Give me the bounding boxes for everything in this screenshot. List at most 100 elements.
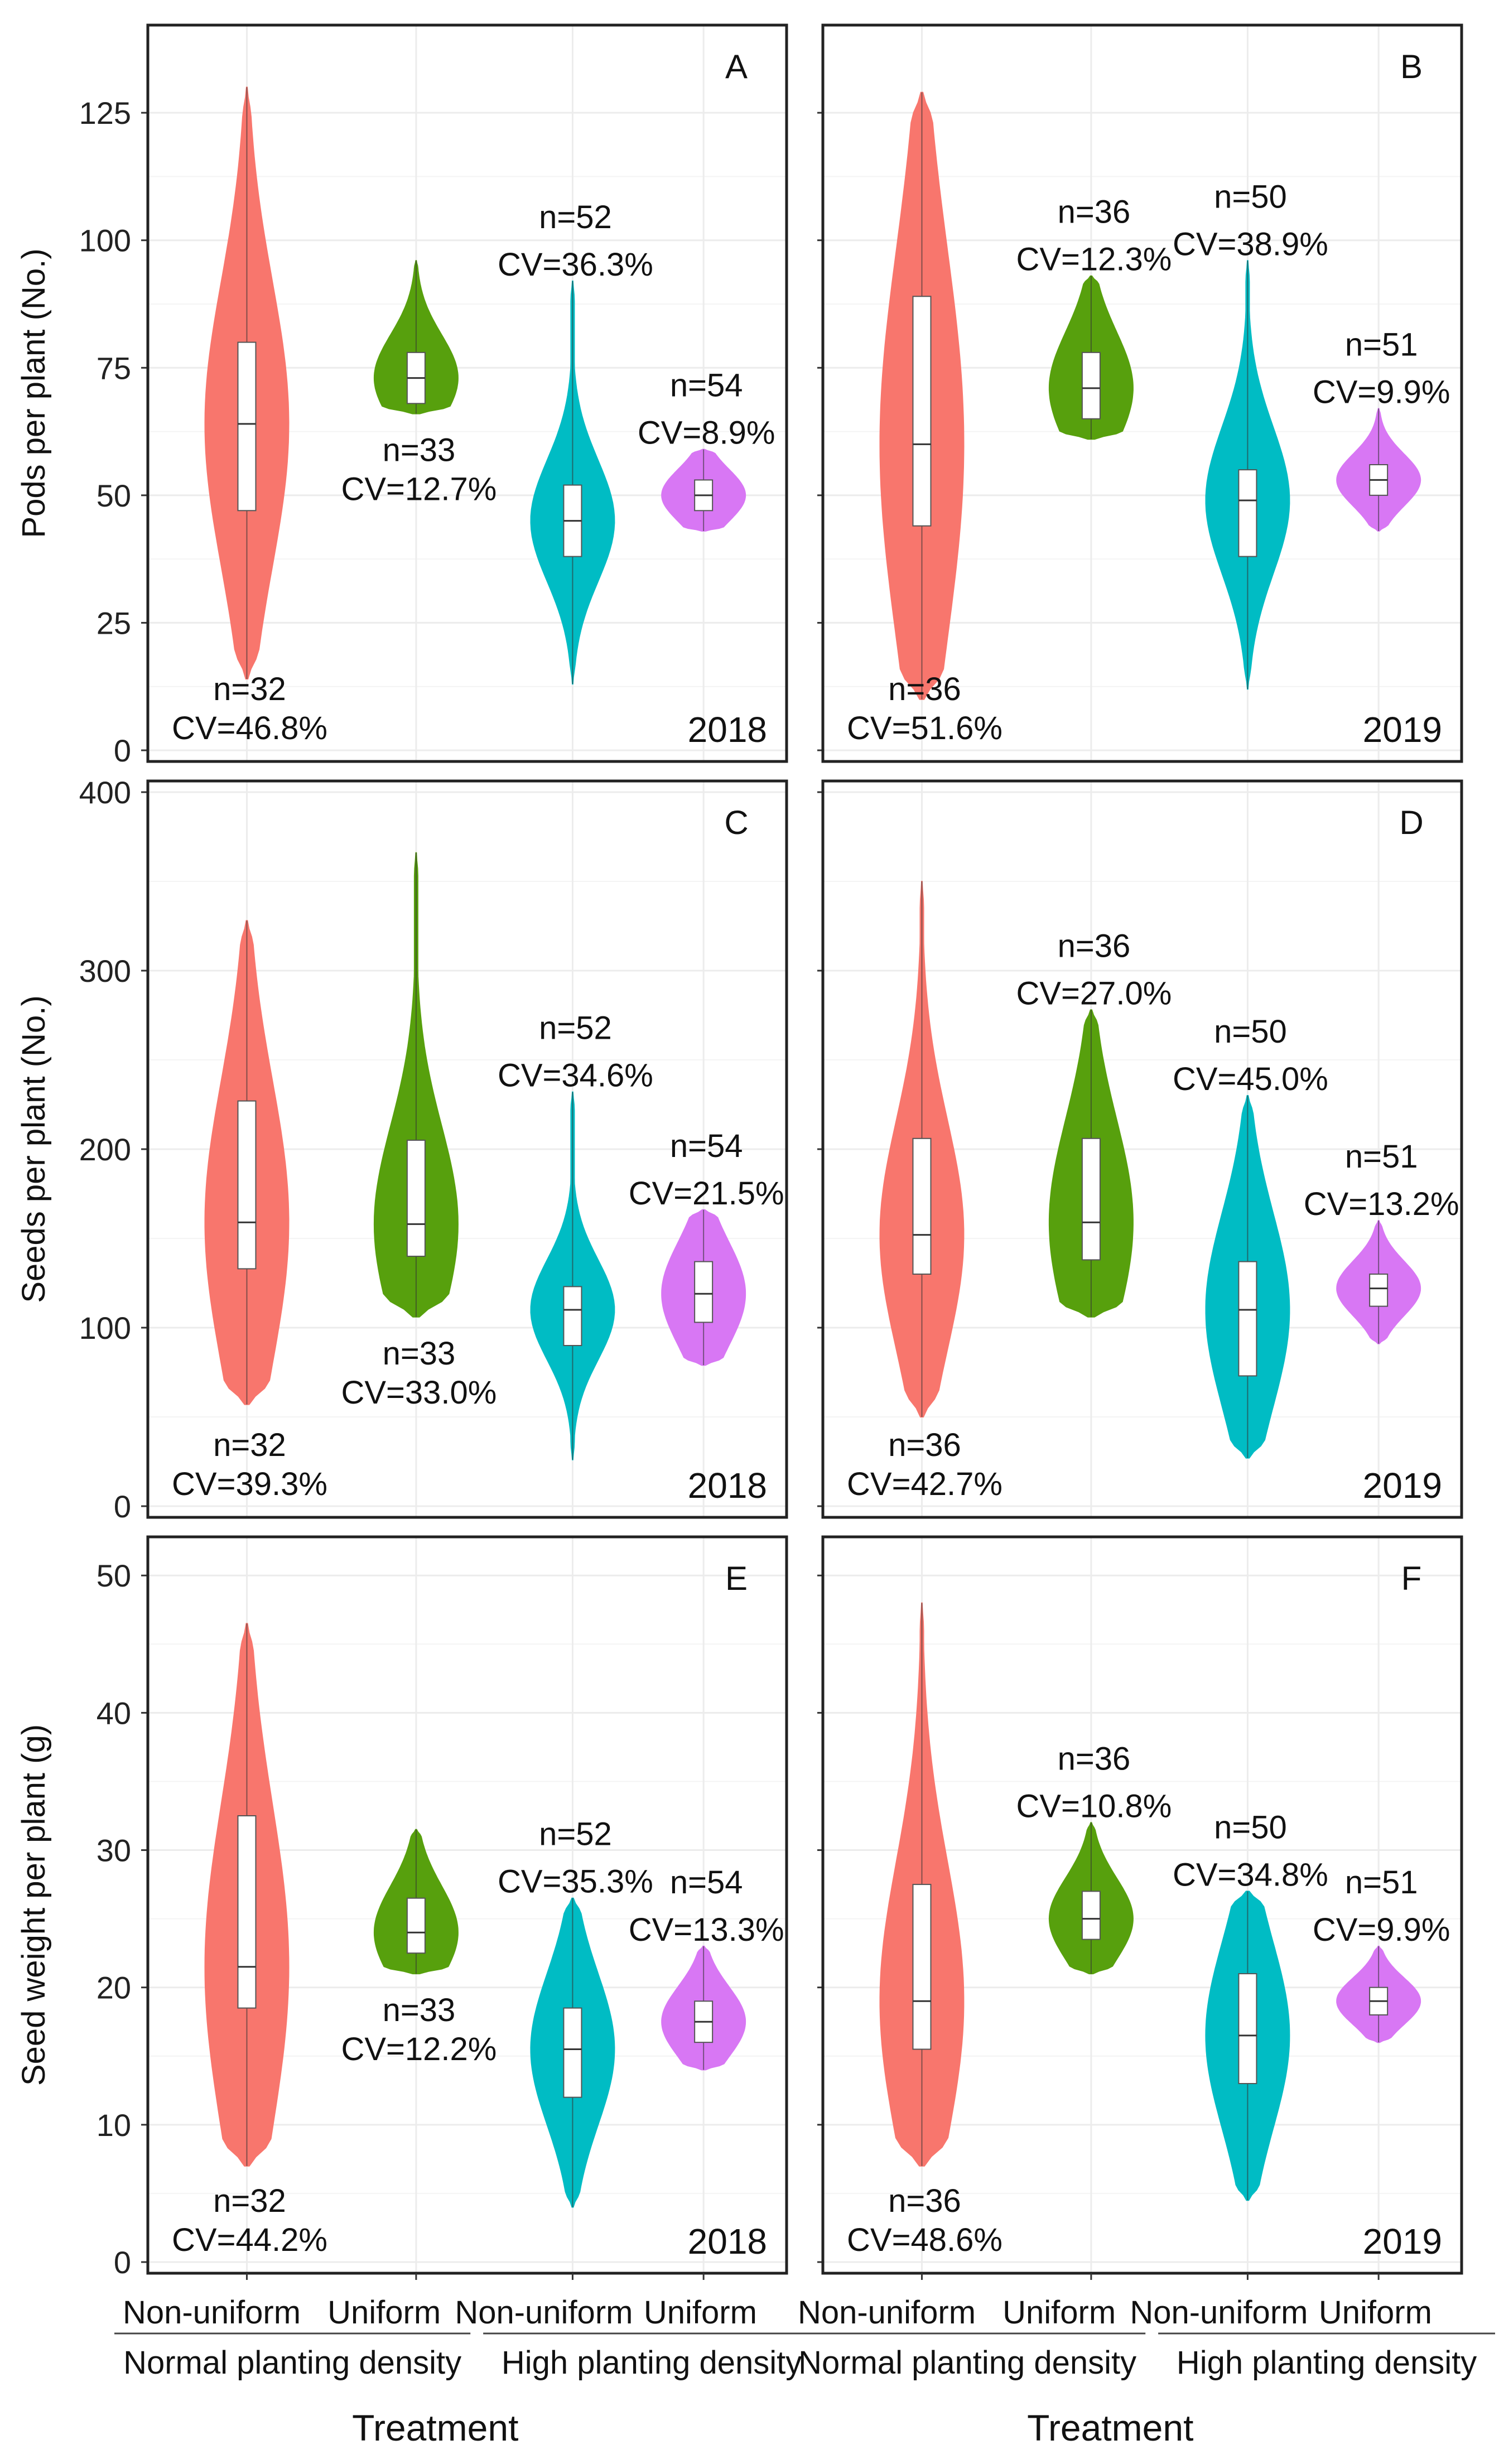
annotation-cv: CV=39.3% bbox=[172, 1466, 327, 1502]
x-category-label: Non-uniform bbox=[455, 2294, 633, 2331]
y-tick-label: 0 bbox=[114, 1489, 131, 1524]
box-C-3 bbox=[563, 1286, 582, 1346]
annotation-n: n=52 bbox=[539, 199, 612, 235]
annotation-cv: CV=13.3% bbox=[629, 1912, 784, 1948]
panel-year: 2018 bbox=[688, 1465, 767, 1506]
box-B-3 bbox=[1238, 469, 1257, 557]
x-axis-title: Treatment bbox=[1027, 2407, 1193, 2448]
y-axis-title: Seed weight per plant (g) bbox=[16, 1724, 52, 2086]
y-tick-label: 300 bbox=[79, 953, 131, 989]
annotation-n: n=36 bbox=[1058, 1740, 1131, 1777]
panel-letter: D bbox=[1399, 804, 1423, 841]
box-D-4 bbox=[1369, 1274, 1389, 1307]
box-D-3 bbox=[1238, 1261, 1257, 1377]
panel-year: 2019 bbox=[1363, 1465, 1442, 1506]
box-F-3 bbox=[1238, 1973, 1257, 2084]
x-axis-title: Treatment bbox=[352, 2407, 518, 2448]
y-tick-label: 100 bbox=[79, 223, 131, 258]
panel-year: 2019 bbox=[1363, 710, 1442, 750]
y-tick-label: 75 bbox=[97, 350, 131, 385]
x-category-label: Uniform bbox=[1002, 2294, 1116, 2331]
annotation-cv: CV=34.6% bbox=[498, 1058, 653, 1094]
y-tick-label: 50 bbox=[97, 478, 131, 513]
y-tick-label: 400 bbox=[79, 775, 131, 810]
annotation-n: n=51 bbox=[1345, 326, 1418, 363]
annotation-n: n=36 bbox=[888, 2183, 961, 2219]
annotation-cv: CV=8.9% bbox=[638, 415, 775, 451]
y-axis-title: Seeds per plant (No.) bbox=[16, 995, 52, 1303]
annotation-cv: CV=12.3% bbox=[1016, 242, 1172, 278]
annotation-n: n=33 bbox=[383, 432, 456, 469]
box-C-1 bbox=[237, 1100, 257, 1270]
y-tick-label: 40 bbox=[97, 1695, 131, 1730]
y-axis-title: Pods per plant (No.) bbox=[16, 248, 52, 538]
annotation-n: n=36 bbox=[1058, 194, 1131, 230]
panel-E-frame bbox=[146, 1535, 788, 2275]
y-tick-label: 200 bbox=[79, 1132, 131, 1167]
box-E-2 bbox=[406, 1897, 426, 1954]
annotation-n: n=32 bbox=[213, 2183, 286, 2219]
panel-letter: C bbox=[724, 804, 748, 841]
x-category-label: Non-uniform bbox=[798, 2294, 976, 2331]
annotation-n: n=52 bbox=[539, 1816, 612, 1853]
y-tick-label: 0 bbox=[114, 733, 131, 768]
annotation-cv: CV=36.3% bbox=[498, 247, 653, 283]
annotation-n: n=36 bbox=[1058, 928, 1131, 964]
annotation-cv: CV=35.3% bbox=[498, 1864, 653, 1900]
box-D-2 bbox=[1081, 1137, 1101, 1261]
annotation-n: n=50 bbox=[1214, 1014, 1287, 1050]
annotation-cv: CV=48.6% bbox=[847, 2222, 1002, 2258]
annotation-cv: CV=44.2% bbox=[172, 2222, 327, 2258]
annotation-n: n=36 bbox=[888, 1427, 961, 1463]
annotation-cv: CV=9.9% bbox=[1313, 374, 1450, 410]
x-group-label: Normal planting density bbox=[123, 2345, 461, 2381]
annotation-cv: CV=27.0% bbox=[1016, 975, 1172, 1011]
x-category-label: Uniform bbox=[644, 2294, 757, 2331]
x-group-label: High planting density bbox=[1177, 2345, 1477, 2381]
y-tick-label: 10 bbox=[97, 2108, 131, 2143]
panel-B-frame bbox=[821, 23, 1463, 763]
annotation-cv: CV=42.7% bbox=[847, 1466, 1002, 1502]
annotation-n: n=54 bbox=[670, 1864, 743, 1901]
box-C-4 bbox=[694, 1261, 714, 1323]
panel-letter: F bbox=[1401, 1560, 1422, 1597]
x-category-label: Uniform bbox=[1319, 2294, 1432, 2331]
annotation-cv: CV=33.0% bbox=[341, 1375, 497, 1411]
box-E-1 bbox=[237, 1815, 257, 2009]
annotation-cv: CV=45.0% bbox=[1173, 1061, 1328, 1097]
annotation-n: n=36 bbox=[888, 671, 961, 707]
box-D-1 bbox=[912, 1137, 932, 1275]
annotation-n: n=54 bbox=[670, 368, 743, 404]
box-E-3 bbox=[563, 2007, 582, 2098]
panel-C-frame bbox=[146, 779, 788, 1519]
box-F-1 bbox=[912, 1884, 932, 2050]
annotation-cv: CV=12.2% bbox=[341, 2031, 497, 2067]
panel-year: 2018 bbox=[688, 710, 767, 750]
panel-year: 2018 bbox=[688, 2221, 767, 2262]
x-category-label: Non-uniform bbox=[123, 2294, 301, 2331]
x-group-label: High planting density bbox=[502, 2345, 802, 2381]
annotation-n: n=54 bbox=[670, 1128, 743, 1164]
annotation-n: n=33 bbox=[383, 1335, 456, 1372]
annotation-cv: CV=46.8% bbox=[172, 710, 327, 746]
y-tick-label: 100 bbox=[79, 1310, 131, 1346]
panel-year: 2019 bbox=[1363, 2221, 1442, 2262]
annotation-n: n=32 bbox=[213, 671, 286, 707]
annotation-n: n=51 bbox=[1345, 1139, 1418, 1175]
annotation-n: n=33 bbox=[383, 1992, 456, 2028]
x-category-label: Uniform bbox=[327, 2294, 441, 2331]
y-tick-label: 0 bbox=[114, 2245, 131, 2280]
annotation-n: n=32 bbox=[213, 1427, 286, 1463]
y-tick-label: 125 bbox=[79, 95, 131, 131]
x-category-label: Non-uniform bbox=[1130, 2294, 1308, 2331]
annotation-cv: CV=21.5% bbox=[629, 1175, 784, 1212]
annotation-n: n=50 bbox=[1214, 1809, 1287, 1845]
panel-F-frame bbox=[821, 1535, 1463, 2275]
y-tick-label: 50 bbox=[97, 1558, 131, 1593]
annotation-cv: CV=34.8% bbox=[1173, 1857, 1328, 1893]
y-tick-label: 20 bbox=[97, 1970, 131, 2005]
annotation-cv: CV=13.2% bbox=[1304, 1186, 1459, 1222]
panel-A-frame bbox=[146, 23, 788, 763]
box-F-2 bbox=[1081, 1891, 1101, 1940]
annotation-cv: CV=51.6% bbox=[847, 710, 1002, 746]
